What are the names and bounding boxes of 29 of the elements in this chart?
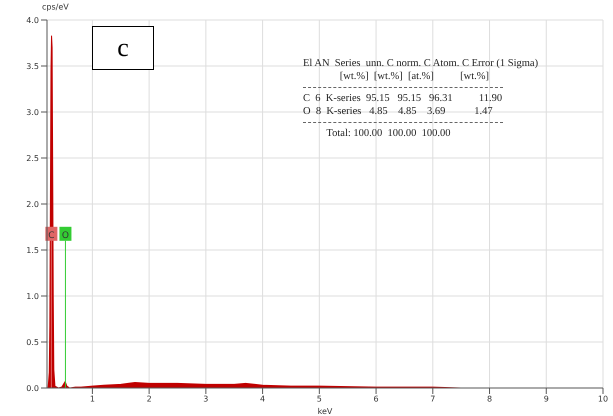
x-axis-title: keV — [318, 407, 333, 416]
y-tick-label: 3.0 — [26, 108, 39, 117]
y-tick-label: 1.0 — [26, 292, 39, 301]
y-tick-label: 1.5 — [26, 246, 39, 255]
annotation: [wt.%] [wt.%] [at.%] [wt.%] — [338, 70, 490, 83]
x-tick-label: 3 — [203, 394, 208, 404]
annotation: O 8 K-series 4.85 4.85 3.69 1.47 — [303, 105, 494, 118]
y-tick-label: 2.5 — [26, 154, 39, 163]
annotation: C 6 K-series 95.15 95.15 96.31 11.90 — [303, 92, 504, 105]
x-tick-label: 1 — [90, 394, 95, 404]
y-tick-label: 4.0 — [26, 16, 39, 25]
annotation: Total: 100.00 100.00 100.00 — [325, 127, 452, 140]
ref-line-label: O — [62, 230, 69, 241]
y-tick-label: 0.0 — [26, 384, 39, 393]
x-tick-label: 8 — [486, 394, 492, 404]
y-axis-title: cps/eV — [42, 2, 70, 12]
y-tick-label: 2.0 — [26, 200, 39, 209]
annotation: El AN Series unn. C norm. C Atom. C Error (1 Sigma) — [303, 57, 538, 70]
x-tick-label: 5 — [316, 394, 322, 404]
x-tick-label: 7 — [430, 394, 436, 404]
x-tick-label: 9 — [544, 394, 549, 404]
annotation: c — [92, 26, 154, 70]
x-tick-label: 2 — [146, 394, 152, 404]
y-tick-label: 3.5 — [26, 62, 39, 71]
x-tick-label: 6 — [374, 394, 379, 404]
x-tick-label: 10 — [598, 394, 608, 404]
ref-line-label: C — [48, 230, 55, 241]
y-tick-label: 0.5 — [26, 338, 39, 347]
x-tick-label: 4 — [260, 394, 266, 404]
